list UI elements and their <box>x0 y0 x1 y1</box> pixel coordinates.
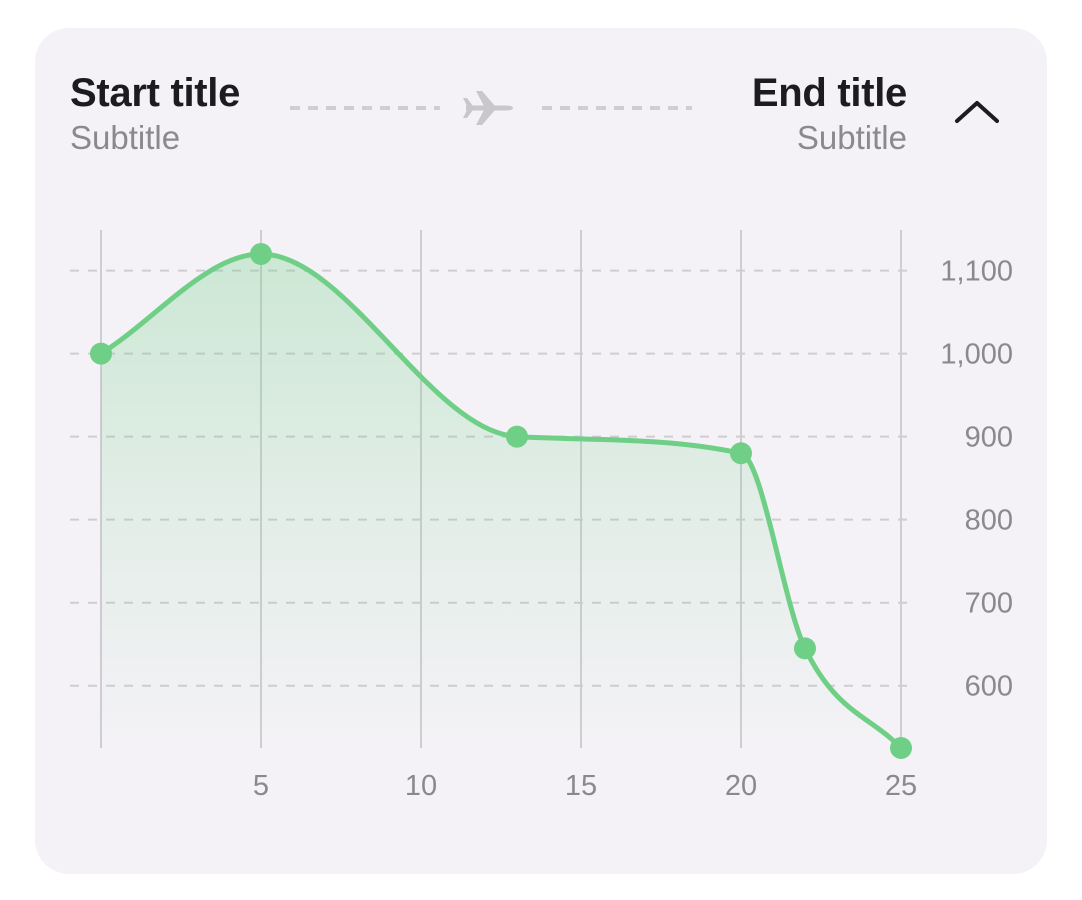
x-tick-label: 15 <box>565 770 597 802</box>
x-tick-label: 20 <box>725 770 757 802</box>
y-tick-label: 800 <box>965 505 1013 537</box>
y-tick-label: 600 <box>965 671 1013 703</box>
start-title: Start title <box>70 71 241 115</box>
airplane-icon <box>463 91 513 125</box>
y-tick-label: 900 <box>965 422 1013 454</box>
data-point[interactable] <box>794 637 816 660</box>
end-block: End title Subtitle <box>752 70 907 160</box>
data-point[interactable] <box>890 737 912 759</box>
x-tick-label: 5 <box>253 770 269 802</box>
x-tick-label: 25 <box>885 770 917 802</box>
x-tick-label: 10 <box>405 770 437 802</box>
y-tick-label: 700 <box>965 588 1013 620</box>
y-tick-label: 1,100 <box>940 256 1013 288</box>
data-point[interactable] <box>250 243 272 265</box>
data-point[interactable] <box>90 342 112 365</box>
data-point[interactable] <box>506 425 528 448</box>
route-connector <box>290 91 692 125</box>
start-subtitle: Subtitle <box>70 119 181 156</box>
chevron-up-icon <box>955 101 999 123</box>
end-title: End title <box>751 71 907 115</box>
end-subtitle: Subtitle <box>796 119 907 156</box>
data-point[interactable] <box>730 442 752 465</box>
start-block: Start title Subtitle <box>70 70 240 160</box>
y-tick-label: 1,000 <box>940 339 1013 371</box>
area-fill <box>101 254 901 748</box>
collapse-button[interactable] <box>945 86 1009 138</box>
